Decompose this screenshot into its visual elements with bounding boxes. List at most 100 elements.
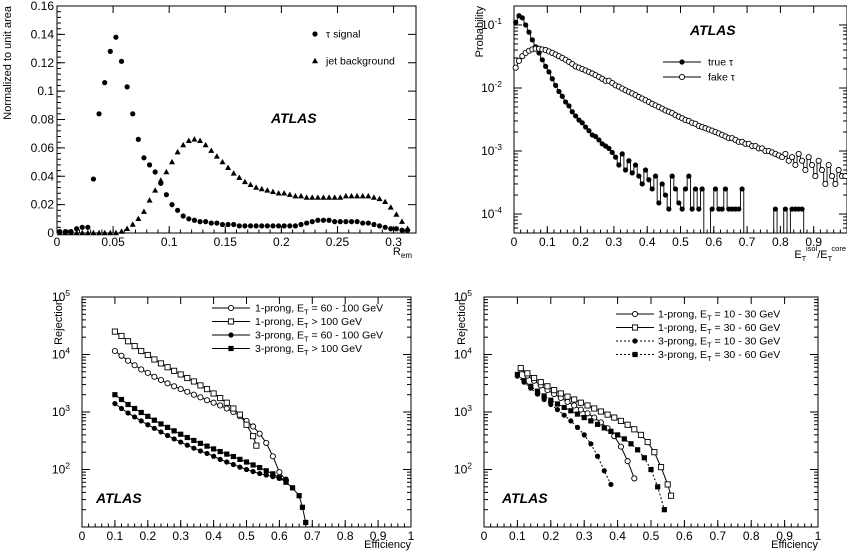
y-tick-label: 0.08: [31, 113, 55, 127]
data-point: [543, 63, 549, 70]
legend-label-sub: T: [707, 354, 712, 363]
data-point: [553, 82, 559, 88]
data-point: [544, 383, 551, 390]
data-point: [563, 99, 569, 105]
data-point: [292, 223, 298, 229]
data-point: [782, 150, 789, 157]
data-point: [211, 453, 217, 459]
data-point: [835, 166, 842, 174]
data-point: [309, 219, 315, 225]
data-point: [664, 481, 671, 488]
data-point: [217, 448, 223, 455]
data-point: [517, 365, 524, 372]
y-axis-label: Rejection: [53, 299, 65, 345]
x-tick-label: 0.8: [337, 529, 354, 543]
data-point: [549, 76, 555, 82]
data-point: [157, 360, 165, 367]
data-point: [124, 225, 131, 231]
legend-label-rest: > 100 GeV: [309, 343, 362, 355]
data-point: [393, 226, 399, 232]
data-point: [795, 150, 802, 157]
data-point: [225, 164, 232, 170]
data-point: [141, 155, 147, 161]
legend-label-rest: = 60 - 100 GeV: [309, 303, 383, 315]
y-tick-exponent: 3: [65, 403, 70, 413]
data-point: [264, 223, 270, 229]
data-point: [62, 229, 69, 236]
data-point: [259, 223, 265, 229]
legend-label: 3-prong, ET > 100 GeV: [255, 343, 362, 357]
data-point: [615, 432, 621, 438]
data-point: [639, 181, 645, 187]
data-point: [712, 186, 719, 192]
data-point: [298, 221, 304, 228]
y-tick-exponent: 5: [65, 288, 70, 298]
legend-label-main: 1-prong, E: [255, 316, 304, 328]
data-point: [524, 370, 531, 377]
data-point: [111, 328, 118, 335]
data-point: [125, 338, 132, 345]
x-tick-label: 0.3: [606, 235, 623, 249]
data-point: [799, 206, 805, 212]
data-point: [276, 469, 283, 476]
x-tick-label: 0.2: [273, 235, 290, 249]
legend-label: 3-prong, ET = 10 - 30 GeV: [658, 336, 780, 350]
data-point: [582, 124, 589, 130]
data-point: [608, 481, 614, 488]
data-point: [79, 224, 85, 230]
legend-label: jet background: [325, 56, 395, 68]
data-point: [118, 332, 125, 340]
data-point: [628, 441, 634, 447]
data-point: [631, 426, 638, 433]
x-tick-label: 0.7: [739, 235, 756, 249]
data-point: [190, 378, 197, 385]
data-point: [118, 405, 125, 412]
x-tick-label: 0.1: [161, 235, 178, 249]
data-point: [398, 218, 405, 224]
data-point: [832, 180, 839, 188]
data-point: [204, 443, 210, 449]
data-point: [371, 221, 377, 228]
data-point: [622, 167, 629, 173]
legend-marker: [632, 351, 638, 358]
data-point: [214, 220, 220, 226]
data-point: [152, 169, 158, 175]
data-point: [204, 450, 210, 457]
y-tick-label: 0: [47, 226, 54, 240]
data-point: [197, 440, 204, 446]
data-point: [592, 133, 599, 140]
legend-label: 1-prong, ET = 30 - 60 GeV: [658, 322, 780, 336]
data-point: [180, 213, 186, 219]
data-point: [631, 475, 638, 482]
data-point: [223, 399, 230, 406]
data-point: [298, 192, 305, 199]
data-point: [56, 229, 63, 236]
data-point: [342, 192, 349, 199]
data-point: [604, 411, 611, 418]
data-point: [124, 84, 130, 90]
legend-marker: [678, 73, 686, 81]
x-tick-label: 0.8: [772, 235, 789, 249]
legend-label-sub: T: [304, 321, 309, 330]
data-point: [566, 103, 572, 109]
data-point: [619, 151, 625, 157]
data-point: [140, 208, 147, 214]
data-point: [186, 216, 192, 222]
data-point: [210, 399, 217, 406]
series-4: [514, 371, 667, 513]
x-tick-label: 0: [481, 529, 488, 543]
legend-label-main: 3-prong, E: [255, 330, 304, 342]
data-point: [554, 407, 561, 413]
data-point: [692, 186, 699, 192]
data-point: [584, 402, 591, 409]
data-point: [629, 170, 635, 176]
data-point: [537, 379, 544, 386]
legend-marker: [679, 59, 685, 65]
data-point: [275, 190, 282, 196]
data-point: [539, 57, 545, 63]
data-point: [621, 436, 627, 442]
y-tick-label: 103: [454, 403, 472, 419]
data-point: [113, 34, 119, 40]
data-point: [158, 429, 164, 435]
data-point: [348, 219, 355, 225]
